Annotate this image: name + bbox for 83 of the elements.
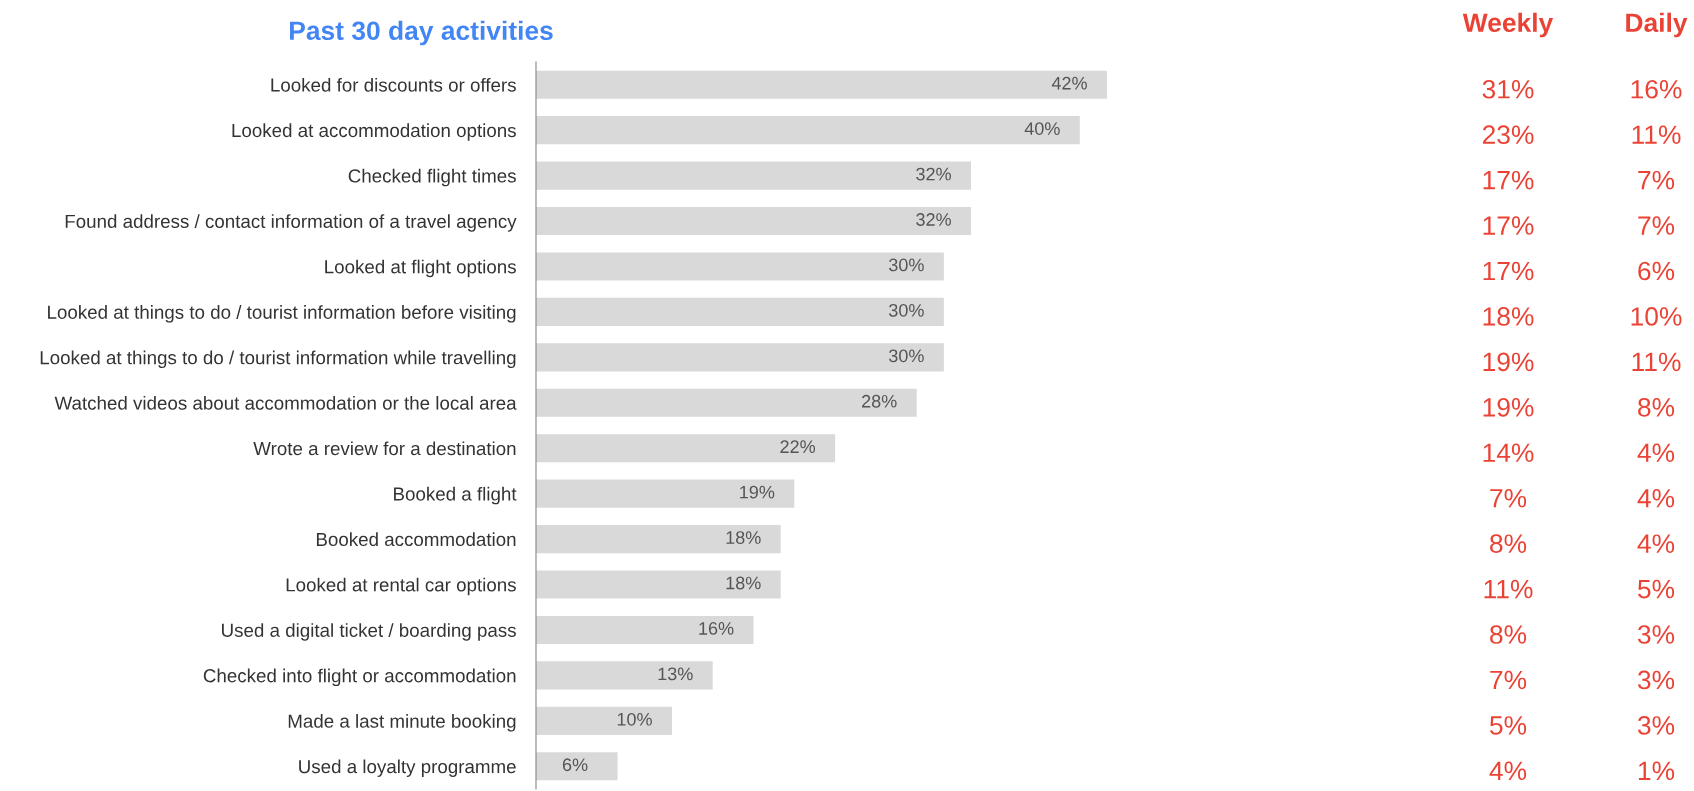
data-label: 16% <box>699 622 734 635</box>
y-tick-label: Looked for discounts or offers <box>271 77 516 92</box>
data-label: 22% <box>780 440 816 453</box>
data-label: 6% <box>562 758 588 772</box>
text: 4% <box>1637 443 1675 463</box>
data-label: 30% <box>888 258 924 272</box>
text: 8% <box>1490 625 1527 644</box>
data-label: 32% <box>916 213 951 226</box>
text: 16% <box>1631 79 1682 99</box>
y-tick-label: Booked accommodation <box>316 532 516 547</box>
data-label: 18% <box>726 576 761 590</box>
data-label: 28% <box>862 394 897 408</box>
bar <box>536 752 618 781</box>
bar <box>536 70 1107 99</box>
y-tick-label: Looked at accommodation options <box>232 123 516 141</box>
text: 6% <box>1638 261 1675 281</box>
text: 5% <box>1637 579 1675 599</box>
y-tick-label: Checked into flight or accommodation <box>203 668 516 687</box>
text: 4% <box>1637 488 1675 508</box>
text: 8% <box>1490 534 1527 553</box>
chart-title: Past 30 day activities <box>290 20 553 46</box>
y-tick-label: Looked at flight options <box>325 259 516 278</box>
data-label: 40% <box>1024 122 1060 135</box>
data-label: 19% <box>740 485 775 499</box>
data-label: 13% <box>658 667 693 681</box>
bar <box>536 161 972 190</box>
bar <box>536 661 713 690</box>
text: 7% <box>1638 170 1675 190</box>
y-tick-label: Watched videos about accommodation or the local area <box>54 395 517 410</box>
text: 3% <box>1637 625 1675 644</box>
text: 5% <box>1489 716 1527 735</box>
bar <box>536 252 944 281</box>
y-tick-label: Looked at rental car options <box>286 577 516 596</box>
bar <box>536 297 944 326</box>
y-tick-label: Checked flight times <box>348 168 516 187</box>
text: 14% <box>1483 443 1534 463</box>
y-tick-label: Looked at things to do / tourist information before visiting <box>48 305 516 323</box>
text: 19% <box>1483 397 1534 417</box>
data-label: 18% <box>726 531 761 544</box>
y-tick-label: Found address / contact information of a travel agency <box>65 214 517 232</box>
text: 17% <box>1483 170 1534 190</box>
bar <box>536 570 781 599</box>
bar <box>536 206 972 236</box>
bar <box>536 343 944 372</box>
data-label: 32% <box>916 167 951 181</box>
text: 7% <box>1638 216 1675 235</box>
text: 4% <box>1637 534 1675 553</box>
text: 17% <box>1483 216 1534 235</box>
y-tick-label: Looked at things to do / tourist information while travelling <box>40 350 516 369</box>
bar <box>536 116 1080 145</box>
text: 11% <box>1632 125 1681 144</box>
bar <box>536 706 672 735</box>
data-label: 30% <box>888 349 924 363</box>
bar <box>536 388 917 417</box>
text: 31% <box>1482 79 1534 99</box>
text: 8% <box>1638 397 1675 417</box>
text: 11% <box>1632 352 1681 372</box>
text: 7% <box>1490 670 1527 690</box>
text: 7% <box>1490 488 1527 508</box>
text: 3% <box>1637 716 1675 735</box>
text: 1% <box>1638 761 1675 781</box>
data-label: 30% <box>888 303 924 317</box>
y-tick-label: Booked a flight <box>394 486 517 505</box>
text: 3% <box>1637 670 1675 690</box>
text: Weekly <box>1462 12 1554 38</box>
bar <box>536 434 836 463</box>
text: 10% <box>1631 307 1682 326</box>
bar <box>536 615 754 645</box>
y-tick-label: Wrote a review for a destination <box>253 441 516 456</box>
text: 18% <box>1483 307 1534 326</box>
text: 19% <box>1483 352 1534 372</box>
y-tick-label: Made a last minute booking <box>288 714 516 732</box>
text: 4% <box>1489 761 1527 781</box>
text: 17% <box>1483 261 1534 281</box>
text: 23% <box>1482 125 1534 145</box>
y-tick-label: Used a loyalty programme <box>299 759 516 777</box>
bar <box>536 479 795 508</box>
data-label: 42% <box>1051 76 1087 90</box>
text: 11% <box>1484 579 1533 599</box>
data-label: 10% <box>617 712 652 726</box>
y-tick-label: Used a digital ticket / boarding pass <box>222 623 516 641</box>
text: Daily <box>1626 12 1688 38</box>
bar <box>536 525 781 554</box>
